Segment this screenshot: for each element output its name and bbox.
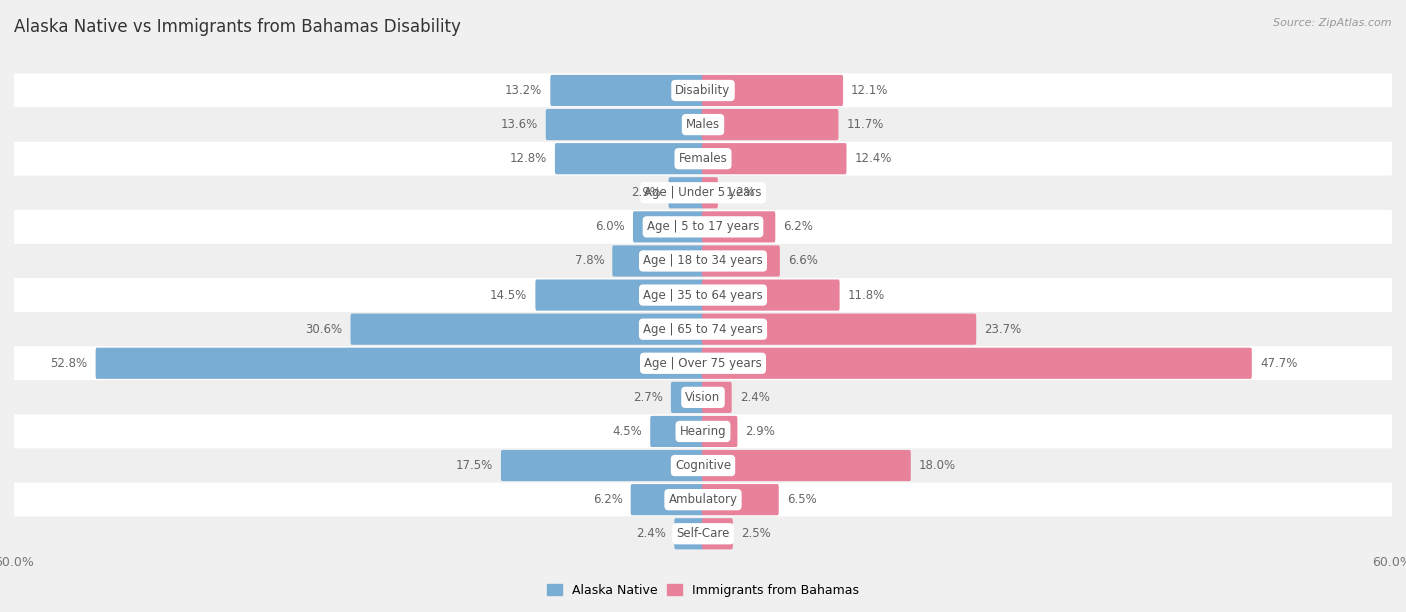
Text: Age | 5 to 17 years: Age | 5 to 17 years (647, 220, 759, 233)
Text: Vision: Vision (685, 391, 721, 404)
FancyBboxPatch shape (14, 517, 1392, 551)
FancyBboxPatch shape (536, 280, 704, 311)
Text: Source: ZipAtlas.com: Source: ZipAtlas.com (1274, 18, 1392, 28)
Text: Females: Females (679, 152, 727, 165)
Text: 14.5%: 14.5% (491, 289, 527, 302)
FancyBboxPatch shape (613, 245, 704, 277)
Text: 4.5%: 4.5% (613, 425, 643, 438)
FancyBboxPatch shape (702, 382, 731, 413)
FancyBboxPatch shape (14, 380, 1392, 414)
FancyBboxPatch shape (671, 382, 704, 413)
FancyBboxPatch shape (14, 176, 1392, 210)
Text: 18.0%: 18.0% (920, 459, 956, 472)
FancyBboxPatch shape (702, 143, 846, 174)
Text: 11.7%: 11.7% (846, 118, 884, 131)
Legend: Alaska Native, Immigrants from Bahamas: Alaska Native, Immigrants from Bahamas (541, 579, 865, 602)
Text: 2.9%: 2.9% (631, 186, 661, 200)
Text: 2.5%: 2.5% (741, 528, 770, 540)
FancyBboxPatch shape (14, 278, 1392, 312)
Text: Hearing: Hearing (679, 425, 727, 438)
Text: 12.8%: 12.8% (509, 152, 547, 165)
FancyBboxPatch shape (702, 348, 1251, 379)
Text: 6.0%: 6.0% (595, 220, 624, 233)
FancyBboxPatch shape (14, 414, 1392, 449)
FancyBboxPatch shape (669, 177, 704, 208)
FancyBboxPatch shape (702, 211, 775, 242)
Text: 2.9%: 2.9% (745, 425, 775, 438)
Text: Age | Over 75 years: Age | Over 75 years (644, 357, 762, 370)
Text: Age | 35 to 64 years: Age | 35 to 64 years (643, 289, 763, 302)
FancyBboxPatch shape (14, 449, 1392, 483)
Text: 1.2%: 1.2% (725, 186, 756, 200)
Text: 13.2%: 13.2% (505, 84, 543, 97)
FancyBboxPatch shape (350, 313, 704, 345)
FancyBboxPatch shape (702, 416, 737, 447)
FancyBboxPatch shape (14, 244, 1392, 278)
Text: 6.6%: 6.6% (787, 255, 818, 267)
Text: 12.1%: 12.1% (851, 84, 889, 97)
FancyBboxPatch shape (14, 312, 1392, 346)
FancyBboxPatch shape (14, 73, 1392, 108)
FancyBboxPatch shape (702, 313, 976, 345)
FancyBboxPatch shape (501, 450, 704, 481)
FancyBboxPatch shape (14, 483, 1392, 517)
FancyBboxPatch shape (14, 346, 1392, 380)
FancyBboxPatch shape (702, 450, 911, 481)
FancyBboxPatch shape (550, 75, 704, 106)
Text: 2.4%: 2.4% (740, 391, 769, 404)
Text: Age | Under 5 years: Age | Under 5 years (644, 186, 762, 200)
FancyBboxPatch shape (702, 245, 780, 277)
Text: 7.8%: 7.8% (575, 255, 605, 267)
Text: Cognitive: Cognitive (675, 459, 731, 472)
Text: 11.8%: 11.8% (848, 289, 884, 302)
Text: 13.6%: 13.6% (501, 118, 537, 131)
Text: Ambulatory: Ambulatory (668, 493, 738, 506)
Text: 6.2%: 6.2% (593, 493, 623, 506)
Text: 17.5%: 17.5% (456, 459, 494, 472)
Text: Alaska Native vs Immigrants from Bahamas Disability: Alaska Native vs Immigrants from Bahamas… (14, 18, 461, 36)
FancyBboxPatch shape (631, 484, 704, 515)
FancyBboxPatch shape (702, 518, 733, 550)
FancyBboxPatch shape (14, 141, 1392, 176)
FancyBboxPatch shape (14, 210, 1392, 244)
Text: Self-Care: Self-Care (676, 528, 730, 540)
Text: 23.7%: 23.7% (984, 323, 1022, 335)
Text: 47.7%: 47.7% (1260, 357, 1298, 370)
FancyBboxPatch shape (675, 518, 704, 550)
Text: Males: Males (686, 118, 720, 131)
Text: 6.2%: 6.2% (783, 220, 813, 233)
Text: 30.6%: 30.6% (305, 323, 343, 335)
Text: 12.4%: 12.4% (855, 152, 891, 165)
FancyBboxPatch shape (650, 416, 704, 447)
Text: 2.7%: 2.7% (633, 391, 662, 404)
FancyBboxPatch shape (702, 177, 718, 208)
Text: 52.8%: 52.8% (51, 357, 87, 370)
FancyBboxPatch shape (702, 75, 844, 106)
FancyBboxPatch shape (633, 211, 704, 242)
Text: Age | 18 to 34 years: Age | 18 to 34 years (643, 255, 763, 267)
FancyBboxPatch shape (546, 109, 704, 140)
FancyBboxPatch shape (702, 109, 838, 140)
FancyBboxPatch shape (702, 280, 839, 311)
Text: Disability: Disability (675, 84, 731, 97)
FancyBboxPatch shape (555, 143, 704, 174)
Text: 2.4%: 2.4% (637, 528, 666, 540)
FancyBboxPatch shape (14, 108, 1392, 141)
Text: Age | 65 to 74 years: Age | 65 to 74 years (643, 323, 763, 335)
Text: 6.5%: 6.5% (787, 493, 817, 506)
FancyBboxPatch shape (702, 484, 779, 515)
FancyBboxPatch shape (96, 348, 704, 379)
